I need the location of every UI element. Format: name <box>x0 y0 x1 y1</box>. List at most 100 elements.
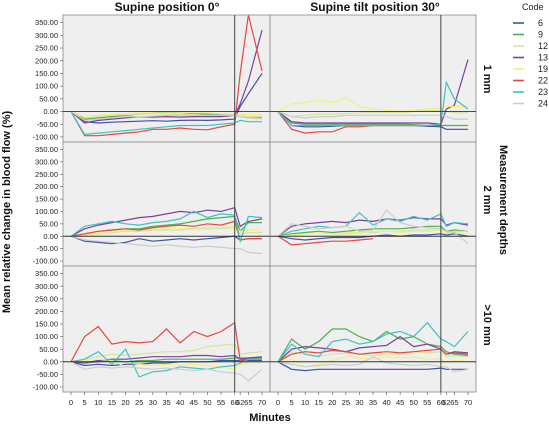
x-tick-label: 0 <box>276 398 280 407</box>
y-tick-label: -100.00 <box>33 133 58 142</box>
legend-item-19: 19 <box>513 64 548 74</box>
legend-item-9: 9 <box>513 30 543 40</box>
series-line-24 <box>70 110 263 122</box>
series-line-24 <box>277 110 468 120</box>
panel-3-2 <box>269 265 477 393</box>
y-tick-label: 50.00 <box>39 219 58 228</box>
y-tick-label: 250.00 <box>35 170 58 179</box>
panel-lines <box>70 321 263 382</box>
legend-item-22: 22 <box>513 76 548 86</box>
y-tick-label: 100.00 <box>35 82 58 91</box>
y-tick-label: 0.00 <box>43 357 58 366</box>
series-line-24 <box>70 235 263 255</box>
y-tick-label: 50.00 <box>39 345 58 354</box>
legend-title: Code <box>522 2 544 12</box>
x-tick-label: 40 <box>382 398 390 407</box>
series-line-24 <box>277 209 469 245</box>
series-line-19 <box>70 110 262 118</box>
x-tick-label: 15 <box>108 398 116 407</box>
x-tick-label: 10 <box>94 398 102 407</box>
x-tick-label: 5 <box>289 398 293 407</box>
y-tick-label: 350.00 <box>35 269 58 278</box>
panel-lines <box>277 59 469 134</box>
y-tick-label: -100.00 <box>33 257 58 266</box>
legend-label: 13 <box>538 53 548 63</box>
x-tick-label: 25 <box>135 398 143 407</box>
x-axis-label: Minutes <box>249 412 291 424</box>
series-line-6 <box>277 233 469 241</box>
x-tick-label: 15 <box>315 398 323 407</box>
panel-lines <box>70 15 263 137</box>
x-tick-label: 55 <box>423 398 431 407</box>
y-tick-label: -50.00 <box>37 370 58 379</box>
x-tick-label: 60 <box>231 398 239 407</box>
series-line-13 <box>277 59 469 125</box>
series-line-23 <box>277 80 469 127</box>
y-tick-label: 50.00 <box>39 94 58 103</box>
series-line-24 <box>277 356 469 373</box>
x-tick-label: 30 <box>355 398 363 407</box>
panel-background <box>269 265 477 393</box>
series-line-13 <box>70 206 263 237</box>
x-tick-label: 62 <box>236 398 244 407</box>
y-tick-label: 300.00 <box>35 157 58 166</box>
panel-background <box>269 14 477 143</box>
x-tick-label: 45 <box>190 398 198 407</box>
series-line-22 <box>277 348 469 363</box>
x-tick-label: 50 <box>410 398 418 407</box>
x-tick-label: 30 <box>149 398 157 407</box>
series-line-22 <box>70 15 263 137</box>
series-line-9 <box>277 111 468 127</box>
y-tick-label: 200.00 <box>35 56 58 65</box>
legend-label: 24 <box>538 99 548 109</box>
legend-label: 6 <box>538 18 543 28</box>
legend-item-13: 13 <box>513 53 548 63</box>
legend-item-23: 23 <box>513 87 548 97</box>
series-line-22 <box>277 235 374 246</box>
x-tick-label: 55 <box>217 398 225 407</box>
series-line-9 <box>277 328 469 363</box>
x-tick-label: 25 <box>342 398 350 407</box>
x-tick-label: 60 <box>437 398 445 407</box>
y-tick-label: 150.00 <box>35 195 58 204</box>
legend-label: 12 <box>538 41 548 51</box>
legend-item-24: 24 <box>513 99 548 109</box>
x-tick-label: 40 <box>176 398 184 407</box>
legend-label: 23 <box>538 87 548 97</box>
panel-lines <box>70 206 263 255</box>
x-tick-label: 45 <box>396 398 404 407</box>
x-tick-label: 20 <box>328 398 336 407</box>
panel-lines <box>277 321 469 373</box>
series-line-23 <box>70 210 263 244</box>
y-tick-label: 300.00 <box>35 282 58 291</box>
y-tick-label: 0.00 <box>43 232 58 241</box>
legend-label: 22 <box>538 76 548 86</box>
y-tick-label: 300.00 <box>35 31 58 40</box>
y-tick-label: 150.00 <box>35 69 58 78</box>
facet-axis-label-measurement-depths: Measurement depths <box>497 145 509 255</box>
column-title-supine-0: Supine position 0° <box>115 0 220 14</box>
panel-3-1 <box>62 265 271 393</box>
series-line-12 <box>70 343 263 363</box>
series-line-13 <box>70 30 263 124</box>
x-tick-label: 0 <box>69 398 73 407</box>
series-line-19 <box>277 229 469 237</box>
legend-item-12: 12 <box>513 41 548 51</box>
series-line-22 <box>70 321 262 363</box>
x-tick-label: 35 <box>369 398 377 407</box>
row-label-2mm: 2 mm <box>481 186 493 215</box>
series-line-23 <box>277 321 469 363</box>
x-tick-label: 50 <box>203 398 211 407</box>
y-tick-label: -50.00 <box>37 244 58 253</box>
y-tick-label: 350.00 <box>35 18 58 27</box>
y-tick-label: 100.00 <box>35 207 58 216</box>
x-tick-label: 65 <box>244 398 252 407</box>
x-tick-label: 5 <box>83 398 87 407</box>
panel-1-2 <box>269 14 477 143</box>
series-line-24 <box>70 361 263 382</box>
series-line-23 <box>70 111 262 136</box>
panel-background <box>269 141 477 267</box>
series-line-6 <box>277 361 468 372</box>
panel-2-1 <box>62 141 271 267</box>
row-label-1mm: 1 mm <box>481 65 493 94</box>
